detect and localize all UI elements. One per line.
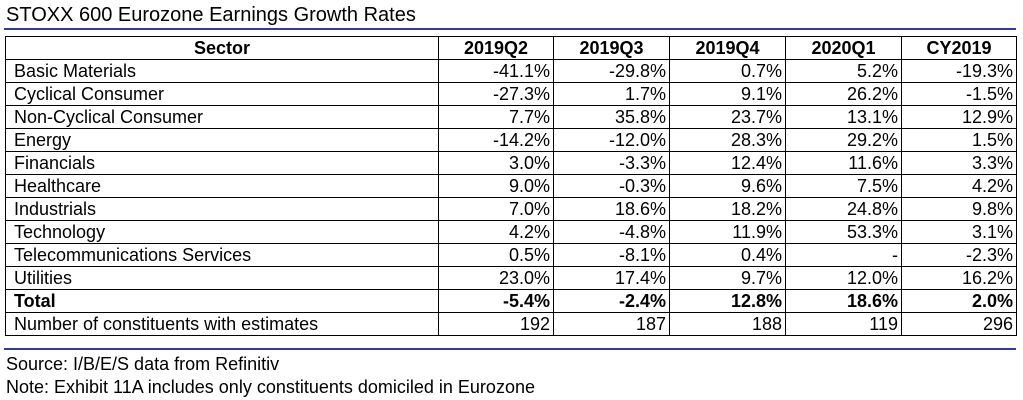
value-cell: 1.5%	[901, 128, 1017, 152]
value-cell: -4.8%	[553, 220, 670, 244]
value-cell: 4.2%	[438, 220, 554, 244]
bottom-rule	[4, 348, 1016, 350]
value-cell: 296	[901, 312, 1017, 336]
col-header-cy2019: CY2019	[901, 36, 1017, 60]
value-cell: 9.6%	[669, 174, 786, 198]
value-cell: 0.4%	[669, 243, 786, 267]
sector-cell: Utilities	[5, 266, 439, 290]
sector-cell: Non-Cyclical Consumer	[5, 105, 439, 129]
value-cell: 29.2%	[785, 128, 902, 152]
value-cell: 26.2%	[785, 82, 902, 106]
value-cell: -19.3%	[901, 59, 1017, 83]
sector-cell: Technology	[5, 220, 439, 244]
scope-note: Note: Exhibit 11A includes only constitu…	[6, 377, 535, 397]
table-row: Number of constituents with estimates 192…	[5, 312, 1017, 336]
table-row: Telecommunications Services 0.5% -8.1% 0.4%…	[5, 243, 1017, 267]
header-row: Sector 2019Q2 2019Q3 2019Q4 2020Q1 CY201…	[5, 36, 1017, 60]
table-row: Non-Cyclical Consumer 7.7% 35.8% 23.7% 13.1%…	[5, 105, 1017, 129]
value-cell: 9.1%	[669, 82, 786, 106]
value-cell: 18.2%	[669, 197, 786, 221]
earnings-table: Sector 2019Q2 2019Q3 2019Q4 2020Q1 CY201…	[5, 36, 1017, 336]
value-cell: 13.1%	[785, 105, 902, 129]
value-cell: 7.7%	[438, 105, 554, 129]
sector-cell: Energy	[5, 128, 439, 152]
value-cell: 188	[669, 312, 786, 336]
value-cell: 23.7%	[669, 105, 786, 129]
table-row: Basic Materials -41.1% -29.8% 0.7% 5.2% -19.3…	[5, 59, 1017, 83]
page-title: STOXX 600 Eurozone Earnings Growth Rates	[6, 4, 416, 26]
value-cell: 12.0%	[785, 266, 902, 290]
value-cell: 0.5%	[438, 243, 554, 267]
value-cell: 12.4%	[669, 151, 786, 175]
sector-cell: Healthcare	[5, 174, 439, 198]
value-cell: -12.0%	[553, 128, 670, 152]
table-row: Healthcare 9.0% -0.3% 9.6% 7.5% 4.2%	[5, 174, 1017, 198]
value-cell: 18.6%	[785, 289, 902, 313]
value-cell: -27.3%	[438, 82, 554, 106]
value-cell: -14.2%	[438, 128, 554, 152]
sector-cell: Industrials	[5, 197, 439, 221]
value-cell: 12.8%	[669, 289, 786, 313]
value-cell: -41.1%	[438, 59, 554, 83]
value-cell: 119	[785, 312, 902, 336]
top-rule	[4, 28, 1016, 30]
col-header-2020q1: 2020Q1	[785, 36, 902, 60]
value-cell: 24.8%	[785, 197, 902, 221]
value-cell: -5.4%	[438, 289, 554, 313]
value-cell: -2.4%	[553, 289, 670, 313]
total-row: Total -5.4% -2.4% 12.8% 18.6% 2.0%	[5, 289, 1017, 313]
value-cell: -1.5%	[901, 82, 1017, 106]
value-cell: 16.2%	[901, 266, 1017, 290]
value-cell: 187	[553, 312, 670, 336]
value-cell: 9.7%	[669, 266, 786, 290]
value-cell: 0.7%	[669, 59, 786, 83]
value-cell: -	[785, 243, 902, 267]
col-header-sector: Sector	[5, 36, 439, 60]
value-cell: -8.1%	[553, 243, 670, 267]
sector-cell: Cyclical Consumer	[5, 82, 439, 106]
sector-cell: Total	[5, 289, 439, 313]
table-row: Technology 4.2% -4.8% 11.9% 53.3% 3.1%	[5, 220, 1017, 244]
value-cell: 3.1%	[901, 220, 1017, 244]
value-cell: 7.5%	[785, 174, 902, 198]
col-header-2019q4: 2019Q4	[669, 36, 786, 60]
value-cell: 12.9%	[901, 105, 1017, 129]
value-cell: 18.6%	[553, 197, 670, 221]
table-row: Energy -14.2% -12.0% 28.3% 29.2% 1.5%	[5, 128, 1017, 152]
sector-cell: Financials	[5, 151, 439, 175]
value-cell: -29.8%	[553, 59, 670, 83]
col-header-2019q2: 2019Q2	[438, 36, 554, 60]
sector-cell: Telecommunications Services	[5, 243, 439, 267]
value-cell: 192	[438, 312, 554, 336]
col-header-2019q3: 2019Q3	[553, 36, 670, 60]
value-cell: 3.3%	[901, 151, 1017, 175]
table-row: Utilities 23.0% 17.4% 9.7% 12.0% 16.2%	[5, 266, 1017, 290]
table-row: Cyclical Consumer -27.3% 1.7% 9.1% 26.2% -1.5…	[5, 82, 1017, 106]
value-cell: 1.7%	[553, 82, 670, 106]
value-cell: 28.3%	[669, 128, 786, 152]
value-cell: 53.3%	[785, 220, 902, 244]
value-cell: 17.4%	[553, 266, 670, 290]
sector-cell: Number of constituents with estimates	[5, 312, 439, 336]
value-cell: -0.3%	[553, 174, 670, 198]
value-cell: 11.9%	[669, 220, 786, 244]
value-cell: 5.2%	[785, 59, 902, 83]
table-row: Industrials 7.0% 18.6% 18.2% 24.8% 9.8%	[5, 197, 1017, 221]
value-cell: -3.3%	[553, 151, 670, 175]
value-cell: 23.0%	[438, 266, 554, 290]
value-cell: -2.3%	[901, 243, 1017, 267]
value-cell: 2.0%	[901, 289, 1017, 313]
value-cell: 7.0%	[438, 197, 554, 221]
value-cell: 9.0%	[438, 174, 554, 198]
sector-cell: Basic Materials	[5, 59, 439, 83]
value-cell: 35.8%	[553, 105, 670, 129]
value-cell: 9.8%	[901, 197, 1017, 221]
value-cell: 3.0%	[438, 151, 554, 175]
source-note: Source: I/B/E/S data from Refinitiv	[6, 354, 280, 374]
value-cell: 11.6%	[785, 151, 902, 175]
value-cell: 4.2%	[901, 174, 1017, 198]
table-row: Financials 3.0% -3.3% 12.4% 11.6% 3.3%	[5, 151, 1017, 175]
